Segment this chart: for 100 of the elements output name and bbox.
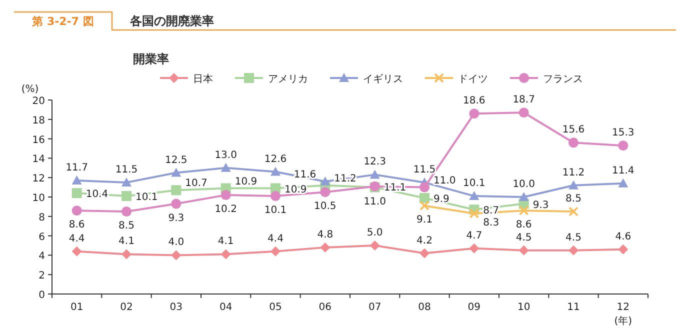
y-tick-label: 8 [38,212,45,224]
y-tick-label: 0 [38,290,45,301]
data-label: 11.0 [364,196,386,208]
point [171,250,182,260]
data-label: 8.5 [566,194,582,205]
point [568,206,578,217]
point [618,178,628,188]
data-label: 4.5 [566,232,582,244]
point [72,246,82,256]
data-label: 12.3 [364,156,386,168]
data-label: 12.5 [165,154,188,166]
text: 第 3-2-7 図 [31,15,94,28]
x-tick-label: 10 [517,302,530,313]
x-tick-label: 01 [70,302,84,313]
y-tick-label: 18 [32,115,45,126]
point [518,245,529,256]
data-label: 10.1 [264,205,287,216]
data-label: 11.0 [434,175,456,186]
data-label: 10.0 [512,179,535,190]
point [171,168,182,177]
data-label: 18.7 [512,94,535,106]
x-tick-label: 12 [616,302,630,313]
point [72,206,82,216]
legend-label: ドイツ [458,74,488,85]
point [370,170,380,179]
point [469,191,480,200]
point [122,249,132,260]
y-tick-label: 6 [38,232,45,243]
x-tick-label: 09 [468,302,481,313]
data-label: 4.8 [317,229,334,240]
point [518,206,529,216]
data-label: 8.6 [516,220,532,231]
x-tick-label: 07 [368,302,382,313]
data-label: 11.2 [562,167,585,178]
data-label: 11.1 [384,182,406,194]
x-tick-label: 03 [170,302,183,313]
data-label: 4.5 [516,232,532,244]
data-label: 4.1 [118,236,134,248]
data-label: 10.7 [185,178,208,190]
data-label: 11.5 [413,164,436,176]
data-label: 5.0 [366,228,383,238]
point [420,248,430,258]
data-label: 10.9 [284,184,307,196]
legend-label: フランス [543,74,583,85]
y-tick-label: 12 [32,174,45,185]
point [122,177,132,186]
data-label: 4.2 [416,235,432,246]
point [220,249,231,260]
data-label: 15.6 [562,124,585,136]
data-label: 10.1 [463,178,486,190]
point [618,244,628,254]
point [370,240,380,250]
point [320,176,330,186]
data-label: 8.5 [118,220,134,232]
data-label: 4.7 [466,230,482,242]
data-label: 10.4 [86,189,108,200]
data-label: 12.6 [264,154,287,165]
point [469,208,480,218]
point [518,108,529,118]
point [72,188,82,198]
legend-label: 日本 [193,73,213,85]
data-label: 4.1 [218,236,234,248]
point [568,138,578,148]
point [171,185,182,196]
data-label: 9.3 [532,200,549,211]
data-label: 4.4 [268,233,284,244]
x-axis-title: (年) [614,315,632,327]
data-label: 4.0 [168,237,184,248]
y-tick-label: 16 [32,134,45,146]
data-label: 11.4 [612,165,634,176]
point [518,192,529,201]
point [171,198,182,209]
data-label: 18.6 [463,96,486,107]
x-tick-label: 05 [269,302,282,313]
x-tick-label: 06 [318,302,332,313]
chart-title: 各国の開廃業率 [129,14,214,28]
data-label: 9.3 [168,212,184,224]
data-label: 9.9 [434,194,450,205]
data-label: 10.2 [214,204,237,216]
data-label: 11.6 [294,169,316,180]
point [320,242,330,252]
point [420,192,430,203]
data-label: 15.3 [612,128,634,139]
legend-label: アメリカ [268,74,308,85]
y-tick-label: 4 [38,251,45,262]
point [72,176,82,185]
point [220,190,231,200]
point [568,245,578,256]
y-tick-label: 2 [38,270,45,282]
x-tick-label: 04 [219,302,232,313]
point [320,187,330,198]
data-label: 4.6 [615,231,632,242]
y-tick-label: 14 [32,154,45,166]
data-label: 11.7 [66,162,88,174]
point [420,182,430,192]
point [270,191,280,202]
data-label: 8.6 [68,220,85,231]
point [469,243,480,254]
y-tick-label: 10 [32,193,45,204]
point [420,200,430,211]
